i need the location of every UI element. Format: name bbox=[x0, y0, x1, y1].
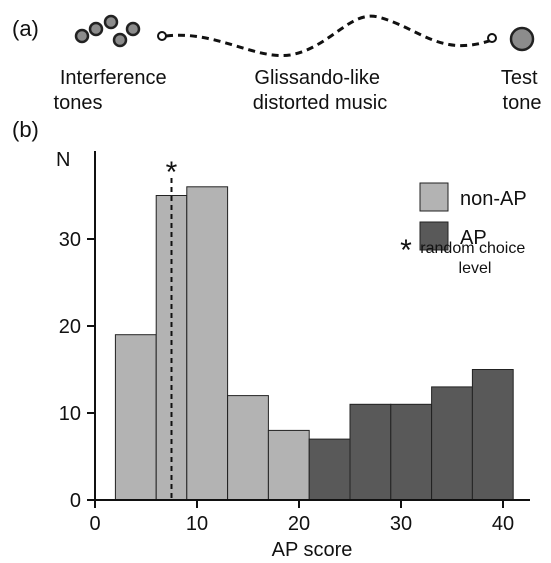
stage-label-test: Test tone bbox=[501, 67, 543, 114]
test-tone-icon bbox=[509, 26, 535, 52]
bar-non-ap-0 bbox=[114, 334, 157, 501]
legend-label-ap: AP bbox=[460, 227, 487, 249]
y-tick-label-0: 0 bbox=[70, 490, 81, 512]
panel-a: (a) Interference tones Glissando-like di… bbox=[12, 14, 543, 114]
bar-non-ap-3 bbox=[227, 395, 269, 501]
wave-end-dot bbox=[487, 33, 497, 43]
glissando-wave bbox=[165, 14, 493, 58]
interference-tones-icon bbox=[74, 14, 141, 48]
x-tick-label-40: 40 bbox=[492, 513, 514, 535]
bar-ap-9 bbox=[471, 369, 514, 501]
y-tick-label-30: 30 bbox=[59, 229, 81, 251]
y-tick-label-20: 20 bbox=[59, 316, 81, 338]
bar-ap-7 bbox=[390, 403, 433, 501]
legend-random-star: * bbox=[400, 234, 412, 267]
panel-b-label: (b) bbox=[12, 117, 39, 142]
x-tick-label-30: 30 bbox=[390, 513, 412, 535]
bar-ap-8 bbox=[431, 386, 473, 501]
histogram-bars bbox=[114, 186, 514, 501]
stage-label-glissando: Glissando-like distorted music bbox=[253, 67, 388, 114]
panel-b: (b) N * 0 10 20 30 0 10 20 30 40 AP score non-A… bbox=[12, 117, 530, 561]
x-tick-label-20: 20 bbox=[288, 513, 310, 535]
legend-swatch-ap bbox=[419, 221, 449, 251]
legend-label-random: random choice level bbox=[420, 240, 529, 277]
x-tick-label-10: 10 bbox=[186, 513, 208, 535]
x-axis-label: AP score bbox=[272, 539, 353, 561]
bar-non-ap-2 bbox=[186, 186, 229, 501]
stage-label-interference: Interference tones bbox=[54, 67, 173, 114]
legend: non-AP AP * random choice level bbox=[400, 182, 529, 277]
wave-start-dot bbox=[157, 31, 167, 41]
y-axis-label: N bbox=[56, 149, 70, 171]
panel-a-label: (a) bbox=[12, 16, 39, 41]
random-choice-star: * bbox=[166, 156, 178, 189]
x-tick-label-0: 0 bbox=[89, 513, 100, 535]
bar-ap-5 bbox=[308, 438, 351, 501]
bar-ap-6 bbox=[349, 403, 392, 501]
legend-swatch-non-ap bbox=[419, 182, 449, 212]
legend-label-non-ap: non-AP bbox=[460, 188, 527, 210]
y-ticks: 0 10 20 30 bbox=[59, 229, 95, 512]
x-ticks: 0 10 20 30 40 bbox=[89, 500, 514, 535]
y-tick-label-10: 10 bbox=[59, 403, 81, 425]
bar-non-ap-4 bbox=[267, 429, 310, 501]
